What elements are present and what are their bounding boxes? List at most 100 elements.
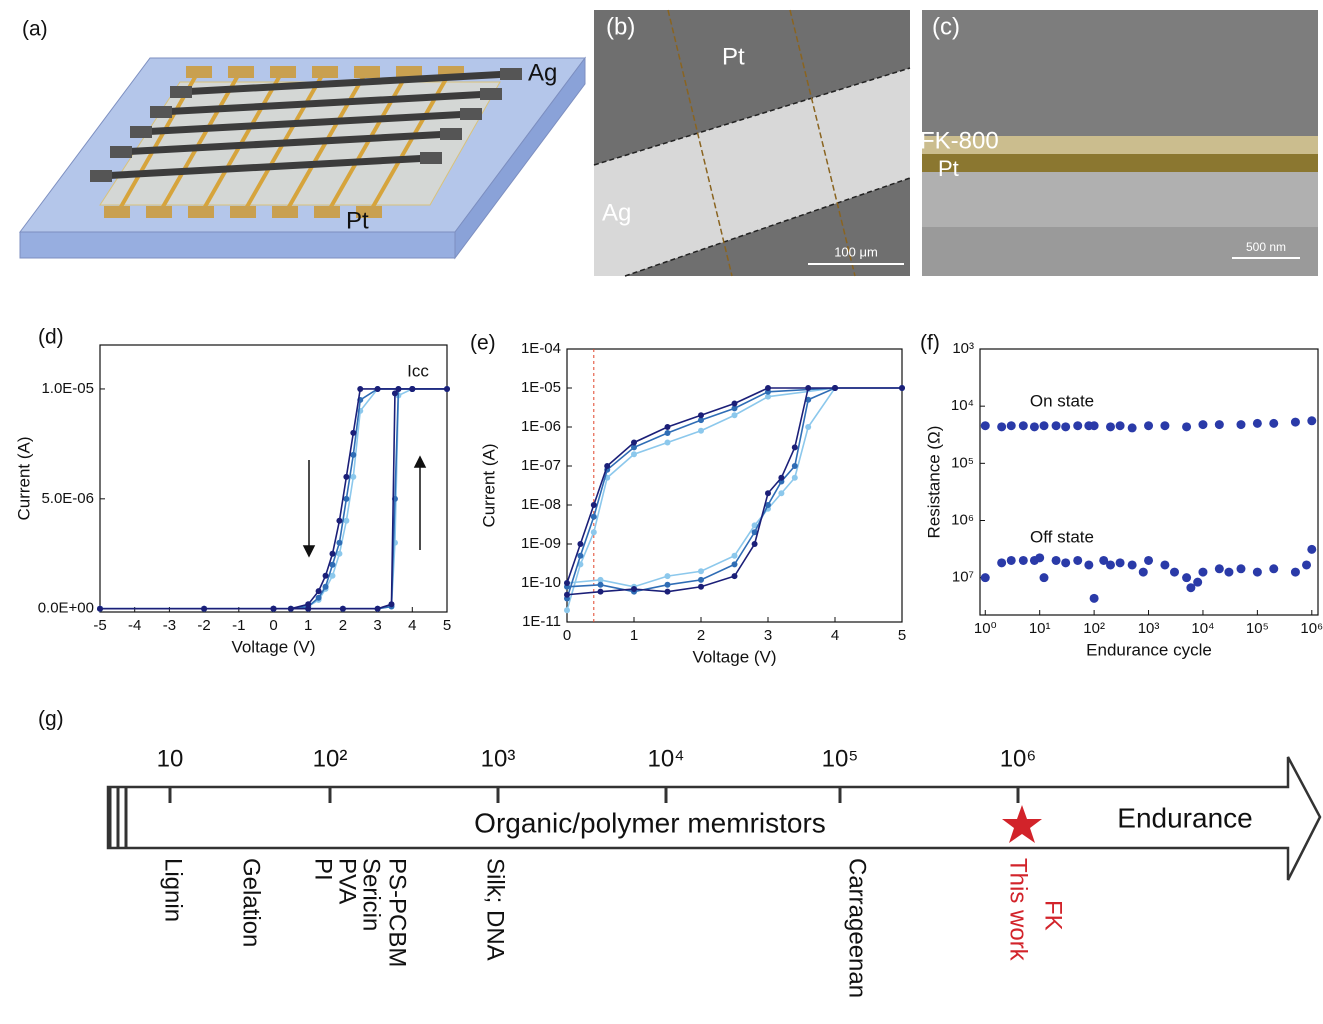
material-label: Sericin [358, 858, 385, 931]
image-label: Ag [602, 199, 631, 226]
image-label: Pt [346, 207, 369, 234]
data-point [732, 412, 738, 418]
y-tick-label: 10⁷ [952, 569, 974, 586]
y-axis-label: Resistance (Ω) [924, 426, 943, 539]
y-axis-label: Current (A) [479, 443, 498, 527]
data-point [343, 518, 349, 524]
image-label: Ag [528, 59, 557, 86]
data-point [1269, 564, 1278, 573]
data-point [288, 606, 294, 612]
data-point [350, 430, 356, 436]
data-point [665, 573, 671, 579]
band-label: Organic/polymer memristors [474, 807, 826, 838]
data-point [1061, 422, 1070, 431]
data-point [316, 595, 322, 601]
x-tick-label: 5 [443, 617, 451, 634]
data-point [765, 385, 771, 391]
plot-frame [980, 349, 1318, 615]
panel-label: (a) [22, 18, 48, 41]
x-tick-label: 5 [898, 627, 906, 644]
x-tick-label: 4 [831, 627, 839, 644]
data-point [631, 440, 637, 446]
data-point [1007, 556, 1016, 565]
y-tick-label: 10⁴ [951, 397, 974, 414]
data-point [899, 385, 905, 391]
x-tick-label: 1 [630, 627, 638, 644]
panel-label: (d) [38, 326, 64, 349]
data-point [1073, 556, 1082, 565]
sweep-arrows [304, 457, 425, 556]
data-point [792, 444, 798, 450]
data-point [591, 502, 597, 508]
data-point [698, 412, 704, 418]
data-point [792, 463, 798, 469]
data-point [1090, 421, 1099, 430]
data-point [752, 541, 758, 547]
y-tick-label: 1E-10 [521, 574, 561, 591]
y-tick-label: 10⁶ [951, 511, 974, 528]
data-point [1040, 573, 1049, 582]
data-point [1236, 564, 1245, 573]
data-point [832, 385, 838, 391]
data-point [665, 440, 671, 446]
data-point [1307, 416, 1316, 425]
data-point [343, 474, 349, 480]
data-point [698, 428, 704, 434]
panel-label: (f) [920, 332, 940, 355]
data-point [997, 422, 1006, 431]
data-point [997, 558, 1006, 567]
y-tick-label: 1E-05 [521, 379, 561, 396]
data-point [577, 541, 583, 547]
data-point [665, 582, 671, 588]
data-point [805, 424, 811, 430]
annotation: Off state [1030, 527, 1094, 546]
data-point [1128, 560, 1137, 569]
data-point [316, 588, 322, 594]
data-point [1139, 568, 1148, 577]
data-point [1253, 568, 1262, 577]
data-point [591, 529, 597, 535]
data-point [598, 582, 604, 588]
data-point [201, 606, 207, 612]
pt-layer [922, 154, 1318, 172]
x-tick-label: -1 [232, 617, 245, 634]
data-point [805, 385, 811, 391]
data-point [1198, 568, 1207, 577]
data-point [631, 451, 637, 457]
substrate-layer [922, 172, 1318, 227]
data-point [698, 584, 704, 590]
data-point [792, 475, 798, 481]
data-point [409, 386, 415, 392]
data-point [1116, 558, 1125, 567]
scale-bar-label: 100 μm [834, 244, 878, 259]
data-point [732, 553, 738, 559]
material-label: Carrageenan [844, 858, 871, 998]
data-point [1193, 578, 1202, 587]
data-point [1170, 568, 1179, 577]
data-point [323, 573, 329, 579]
y-tick-label: 5.0E-06 [41, 490, 94, 507]
data-point [1253, 419, 1262, 428]
annotation: Icc [407, 361, 429, 380]
material-label: PS-PCBM [384, 858, 411, 967]
data-point [1215, 420, 1224, 429]
axis-label: Endurance [1117, 802, 1252, 833]
data-point [1160, 421, 1169, 430]
timeline-tick-label: 10² [313, 745, 348, 772]
x-tick-label: 10¹ [1029, 620, 1051, 637]
y-tick-label: 1.0E-05 [41, 380, 94, 397]
y-axis-label: Current (A) [14, 436, 33, 520]
data-point [564, 607, 570, 613]
data-point [564, 592, 570, 598]
x-tick-label: 10⁴ [1191, 620, 1214, 637]
data-point [698, 577, 704, 583]
x-tick-label: 10² [1083, 620, 1105, 637]
data-point [357, 386, 363, 392]
x-tick-label: 2 [697, 627, 705, 644]
data-point [350, 452, 356, 458]
data-point [1307, 545, 1316, 554]
data-point [271, 606, 277, 612]
data-point [698, 568, 704, 574]
y-tick-label: 1E-06 [521, 418, 561, 435]
data-point [981, 421, 990, 430]
